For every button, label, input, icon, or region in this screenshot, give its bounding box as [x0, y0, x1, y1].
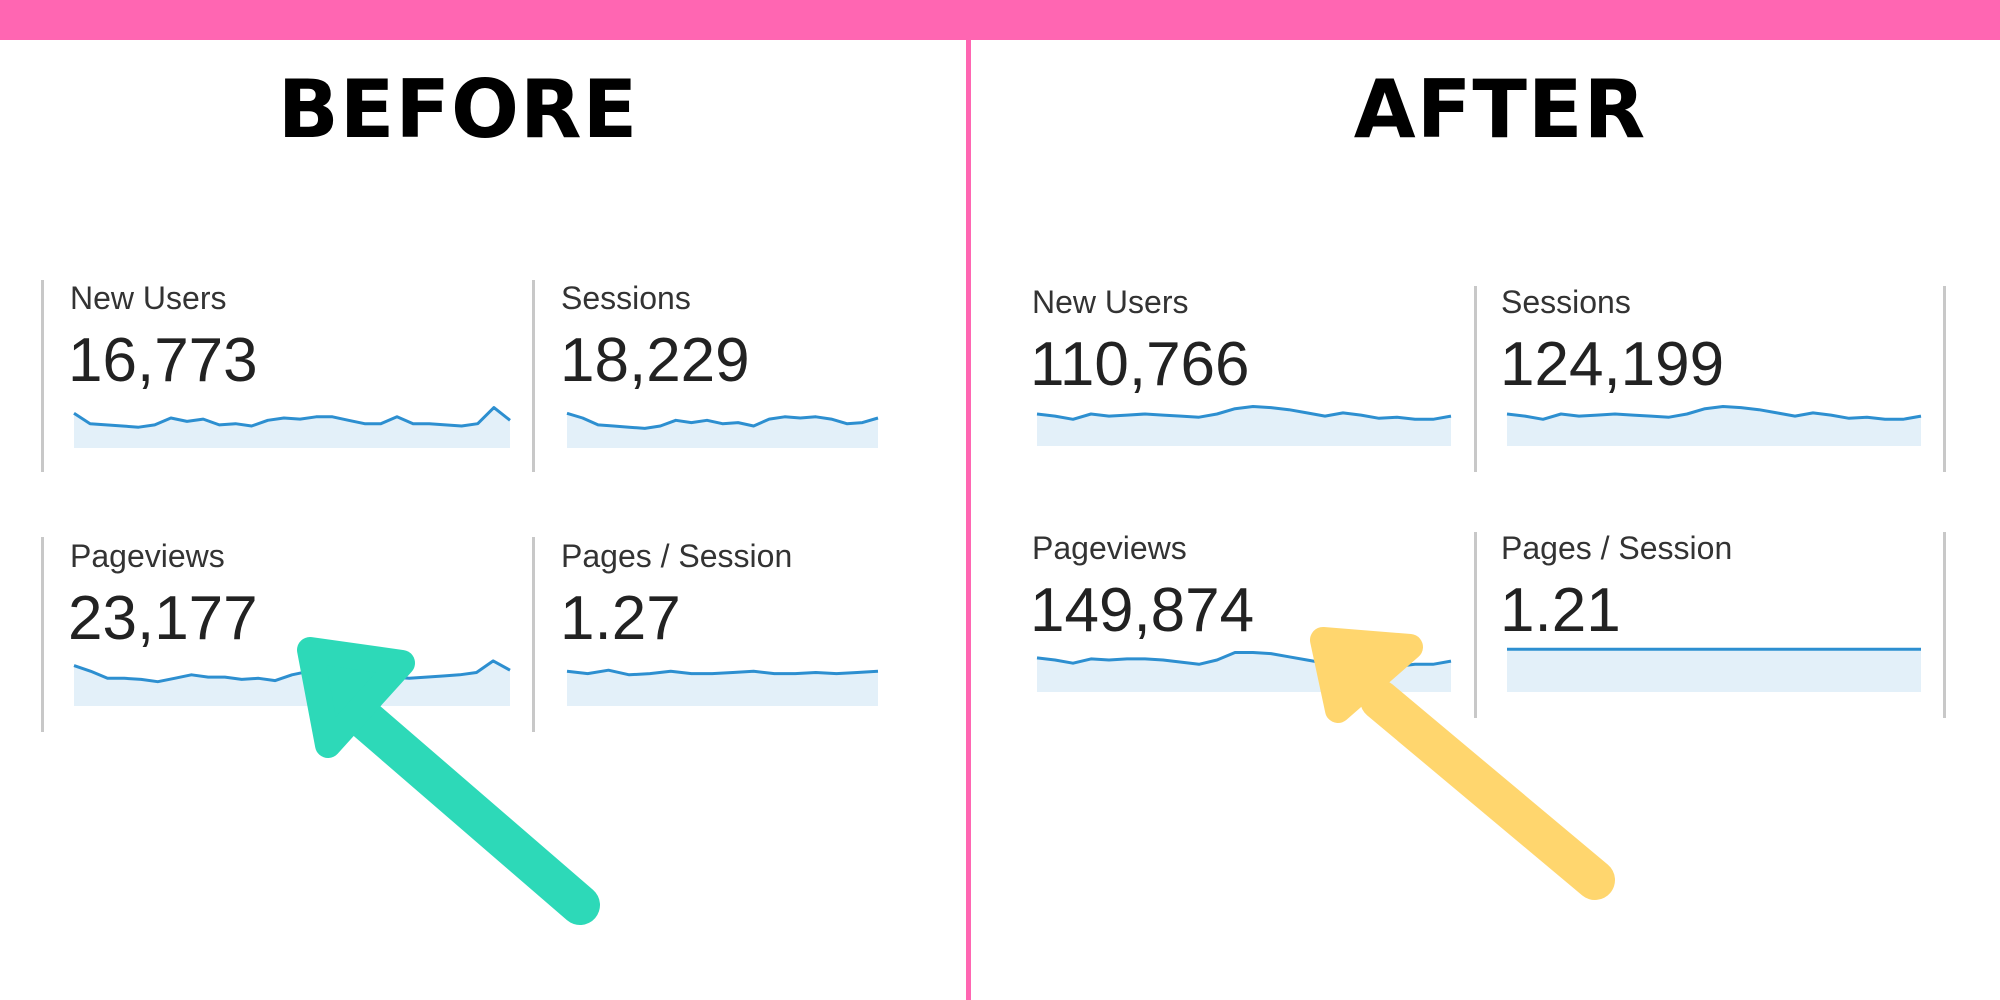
sparkline-area [567, 670, 878, 706]
sparkline-area [1507, 649, 1921, 692]
sparkline-area [1507, 406, 1921, 446]
sparkline-line [1036, 405, 1452, 421]
metric-value: 110,766 [1030, 330, 1250, 399]
metric-value: 1.27 [560, 584, 681, 653]
separator-line [532, 280, 535, 472]
separator-line [1474, 286, 1477, 472]
metric-value: 124,199 [1500, 330, 1725, 399]
separator-line [1943, 286, 1946, 472]
sparkline-chart [566, 668, 879, 706]
sparkline-line [1506, 405, 1922, 421]
before-heading: BEFORE [277, 63, 639, 156]
metric-value: 23,177 [68, 584, 258, 653]
metric-value: 149,874 [1030, 576, 1255, 645]
sparkline-line [73, 406, 511, 429]
separator-line [532, 537, 535, 732]
separator-line [1943, 532, 1946, 718]
sparkline-area [1037, 406, 1451, 446]
metric-value: 16,773 [68, 326, 258, 395]
sparkline-line [73, 659, 511, 684]
metric-value: 18,229 [560, 326, 750, 395]
sparkline-line [566, 411, 879, 430]
sparkline-area [74, 407, 510, 448]
metric-label: Pages / Session [561, 538, 793, 574]
top-banner [0, 0, 2000, 40]
sparkline-line [566, 668, 879, 677]
metric-label: New Users [70, 280, 227, 316]
separator-line [1474, 532, 1477, 718]
metric-label: New Users [1032, 284, 1189, 320]
sparkline-chart [1036, 405, 1452, 446]
sparkline-chart [73, 406, 511, 448]
metric-label: Pageviews [70, 538, 225, 574]
center-divider [966, 40, 971, 1000]
sparkline-chart [73, 659, 511, 706]
sparkline-chart [1507, 647, 1921, 692]
metric-label: Pages / Session [1501, 530, 1733, 566]
separator-line [41, 280, 44, 472]
sparkline-area [74, 660, 510, 706]
metric-value: 1.21 [1500, 576, 1621, 645]
sparkline-chart [566, 411, 879, 448]
after-heading: AFTER [1353, 63, 1647, 156]
metric-label: Sessions [561, 280, 691, 316]
metric-label: Sessions [1501, 284, 1631, 320]
separator-line [41, 537, 44, 732]
metric-label: Pageviews [1032, 530, 1187, 566]
sparkline-area [567, 413, 878, 448]
sparkline-chart [1506, 405, 1922, 446]
